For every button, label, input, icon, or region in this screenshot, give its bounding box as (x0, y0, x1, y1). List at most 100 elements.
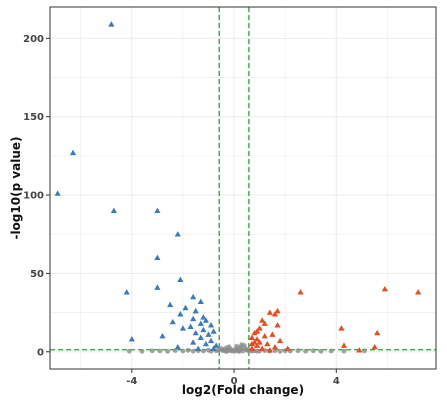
data-point-down (54, 190, 61, 196)
data-point-down (207, 322, 215, 328)
data-point-not-significant (180, 348, 186, 354)
data-point-down (177, 276, 184, 283)
data-point-up (374, 329, 381, 336)
data-point-up (248, 345, 256, 351)
data-point-down (159, 332, 166, 339)
data-point-up (297, 289, 304, 295)
data-point-up (248, 334, 256, 340)
data-point-up (371, 343, 378, 350)
y-tick-label: 100 (23, 191, 44, 202)
data-point-down (190, 293, 197, 300)
data-point-not-significant (318, 348, 324, 354)
data-point-down (210, 328, 217, 334)
data-point-up (248, 340, 256, 347)
data-point-down (192, 329, 199, 336)
data-point-not-significant (126, 348, 132, 354)
data-point-up (274, 322, 281, 328)
data-point-not-significant (226, 344, 232, 350)
data-point-up (251, 329, 258, 336)
data-point-down (174, 231, 181, 237)
data-point-not-significant (223, 349, 229, 354)
data-point-not-significant (139, 348, 145, 354)
data-point-down (154, 254, 161, 261)
data-point-up (256, 325, 263, 331)
data-point-up (259, 317, 266, 323)
data-point-up (266, 347, 273, 353)
data-point-down (207, 337, 215, 344)
data-point-down (200, 326, 207, 333)
data-point-down (182, 304, 189, 311)
data-point-not-significant (190, 348, 196, 354)
data-point-down (195, 345, 202, 351)
data-point-up (271, 343, 279, 350)
data-point-not-significant (277, 348, 283, 354)
data-point-not-significant (310, 348, 316, 354)
data-point-down (213, 342, 220, 348)
data-point-down (197, 298, 204, 304)
data-point-up (261, 332, 268, 339)
data-point-down (210, 345, 217, 351)
data-point-down (192, 307, 199, 314)
data-point-up (264, 340, 271, 347)
data-point-not-significant (341, 348, 347, 354)
data-point-up (271, 311, 279, 317)
data-point-not-significant (236, 349, 242, 354)
data-point-down (169, 318, 176, 325)
data-point-down (190, 339, 197, 345)
data-point-not-significant (157, 348, 163, 354)
data-point-down (123, 289, 130, 295)
data-point-up (274, 307, 281, 314)
data-point-down (179, 325, 187, 331)
data-point-down (154, 207, 161, 214)
data-point-down (108, 21, 115, 27)
data-points (54, 21, 422, 354)
data-point-down (69, 149, 77, 156)
data-point-not-significant (328, 348, 334, 354)
data-point-not-significant (234, 343, 240, 349)
data-point-up (269, 331, 276, 337)
data-point-down (174, 343, 181, 350)
data-point-not-significant (295, 348, 301, 354)
data-point-up (253, 336, 261, 342)
data-point-down (128, 336, 135, 342)
panel-border (49, 6, 437, 370)
x-tick-label: -4 (126, 376, 137, 387)
data-point-down (197, 320, 204, 326)
data-point-up (340, 342, 348, 348)
data-point-down (202, 317, 210, 323)
data-point-up (356, 347, 363, 353)
y-tick-label: 0 (37, 347, 44, 358)
y-axis-title: -log10(p value) (9, 136, 23, 239)
data-point-down (167, 301, 174, 308)
data-point-not-significant (272, 348, 278, 354)
data-point-down (190, 315, 197, 322)
data-point-up (415, 289, 422, 295)
data-point-up (338, 325, 345, 331)
data-point-down (154, 284, 161, 290)
data-point-down (197, 334, 204, 340)
data-point-down (202, 340, 210, 347)
data-point-not-significant (303, 348, 309, 354)
x-tick-label: 4 (333, 376, 340, 387)
data-point-not-significant (200, 348, 206, 354)
data-point-up (256, 339, 263, 345)
data-point-not-significant (185, 347, 191, 353)
data-point-down (177, 311, 184, 317)
x-axis-title: log2(Fold change) (182, 383, 304, 397)
data-point-up (381, 285, 388, 292)
data-point-down (200, 314, 207, 320)
data-point-not-significant (149, 348, 155, 354)
y-tick-label: 50 (30, 269, 44, 280)
data-point-up (261, 320, 268, 326)
data-point-down (187, 323, 194, 330)
data-point-up (276, 337, 284, 344)
data-point-not-significant (362, 348, 367, 354)
data-point-up (259, 345, 266, 351)
data-point-down (205, 331, 212, 337)
data-point-down (110, 207, 118, 214)
data-point-up (284, 345, 291, 351)
data-point-not-significant (239, 342, 245, 348)
data-point-up (253, 342, 261, 348)
